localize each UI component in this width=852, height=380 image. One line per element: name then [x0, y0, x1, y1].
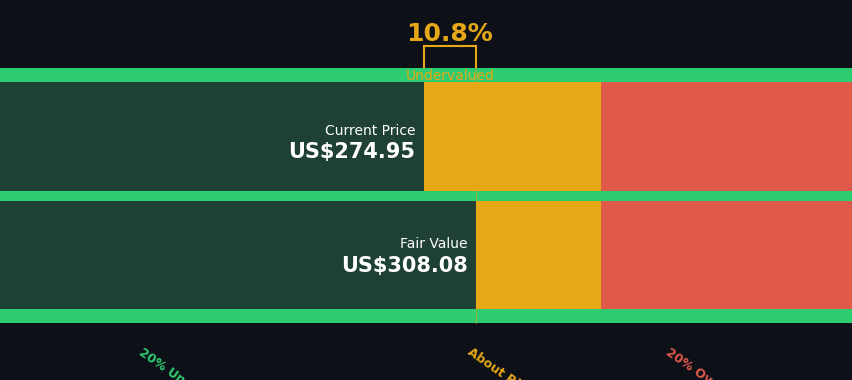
Text: Current Price: Current Price [325, 124, 415, 138]
Text: US$274.95: US$274.95 [288, 142, 415, 162]
Bar [0, 196, 475, 309]
Bar [0, 68, 423, 323]
Text: Fair Value: Fair Value [400, 237, 467, 251]
Bar [600, 68, 852, 323]
Text: 10.8%: 10.8% [406, 22, 492, 46]
Text: About Right: About Right [465, 346, 541, 380]
Bar [423, 68, 600, 323]
Bar [0, 191, 852, 201]
Bar [0, 309, 852, 323]
Bar [0, 82, 423, 196]
Text: 20% Overvalued: 20% Overvalued [663, 346, 764, 380]
Text: Undervalued: Undervalued [405, 69, 494, 83]
Bar [0, 68, 852, 82]
Text: 20% Undervalued: 20% Undervalued [136, 346, 245, 380]
Text: US$308.08: US$308.08 [340, 256, 467, 276]
